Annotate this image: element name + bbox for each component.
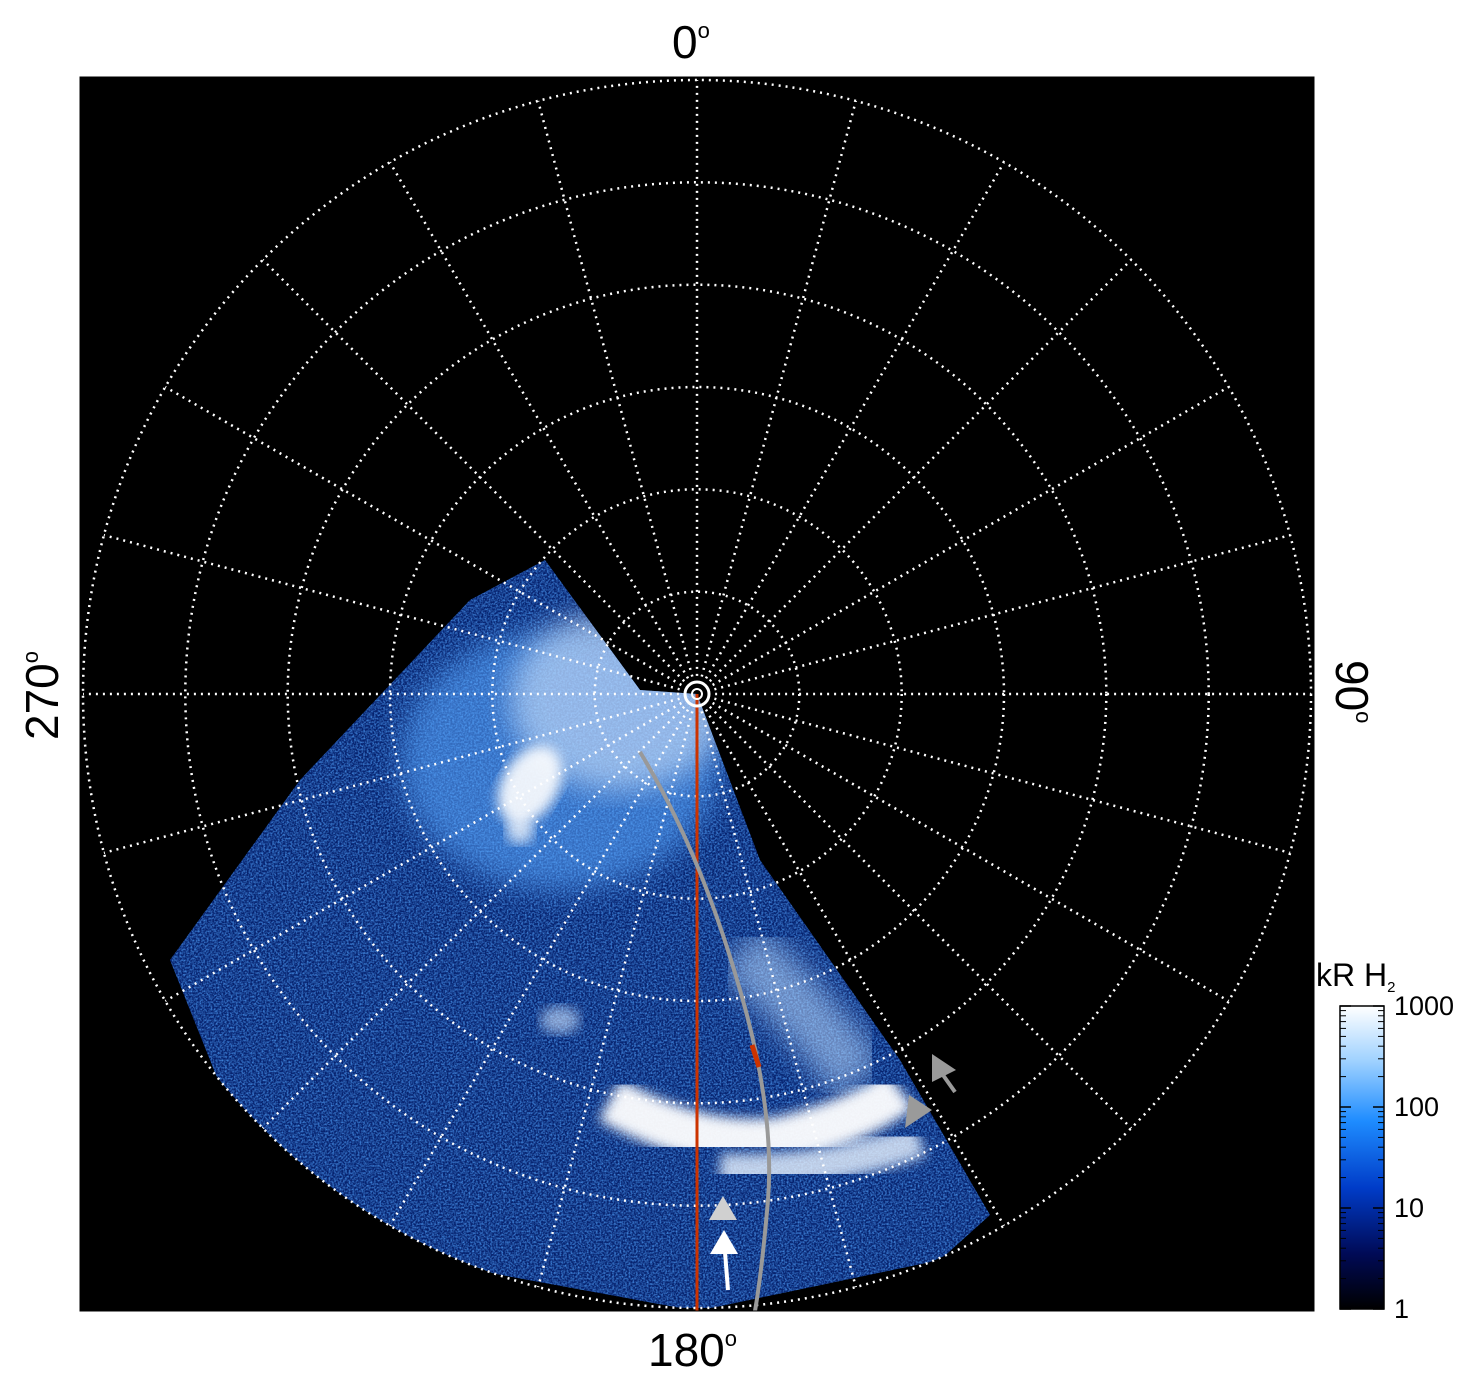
grey-arrow-lower (905, 1095, 932, 1128)
longitude-spoke (714, 697, 1291, 855)
longitude-spoke (261, 258, 686, 683)
white-arrow (710, 1230, 738, 1291)
longitude-spoke (388, 708, 690, 1227)
longitude-spoke (704, 708, 1006, 1227)
label-90deg: 90o (1326, 660, 1378, 723)
lightgrey-arrow (709, 1196, 737, 1220)
colorbar-tick-label: 1 (1394, 1294, 1409, 1324)
pole-marker-outer (683, 680, 711, 708)
longitude-spoke (700, 100, 858, 677)
pole-marker-inner (691, 688, 703, 700)
longitude-spoke (711, 385, 1230, 687)
colorbar-gradient (1339, 1005, 1385, 1310)
colorbar-tick-label: 100 (1394, 1092, 1439, 1122)
polar-grid (81, 78, 1313, 1310)
latitude-ring (491, 488, 903, 900)
latitude-ring (286, 283, 1108, 1105)
colorbar-tick-label: 10 (1394, 1193, 1424, 1223)
plot-frame (79, 76, 1315, 1312)
longitude-spoke (711, 701, 1230, 1003)
colorbar-ticks: 1000 100 10 1 (1340, 991, 1454, 1324)
overlay-lines (638, 680, 772, 1312)
label-270deg: 270o (16, 651, 68, 740)
longitude-spoke (164, 385, 683, 687)
longitude-spoke (536, 100, 694, 677)
grey-arrow-upper (932, 1054, 957, 1094)
colorbar-title: kR H2 (1316, 957, 1395, 996)
longitude-spoke (388, 161, 690, 680)
label-180deg: 180o (648, 1324, 737, 1376)
longitude-spoke (164, 701, 683, 1003)
longitude-spoke (536, 711, 694, 1288)
colorbar-tick-label: 1000 (1394, 991, 1454, 1021)
longitude-spoke (261, 705, 686, 1130)
red-curve-segment (749, 1044, 762, 1068)
longitude-spoke (708, 705, 1133, 1130)
longitude-spoke (700, 711, 858, 1288)
longitude-spoke (708, 258, 1133, 683)
longitude-spoke (704, 161, 1006, 680)
latitude-ring (184, 181, 1210, 1207)
longitude-spoke (103, 533, 680, 691)
longitude-spoke (714, 533, 1291, 691)
colorbar: kR H2 1000 100 10 1 (1316, 957, 1454, 1324)
label-0deg: 0o (672, 16, 710, 68)
overlay-arrows (709, 1054, 957, 1291)
longitude-spoke (103, 697, 680, 855)
